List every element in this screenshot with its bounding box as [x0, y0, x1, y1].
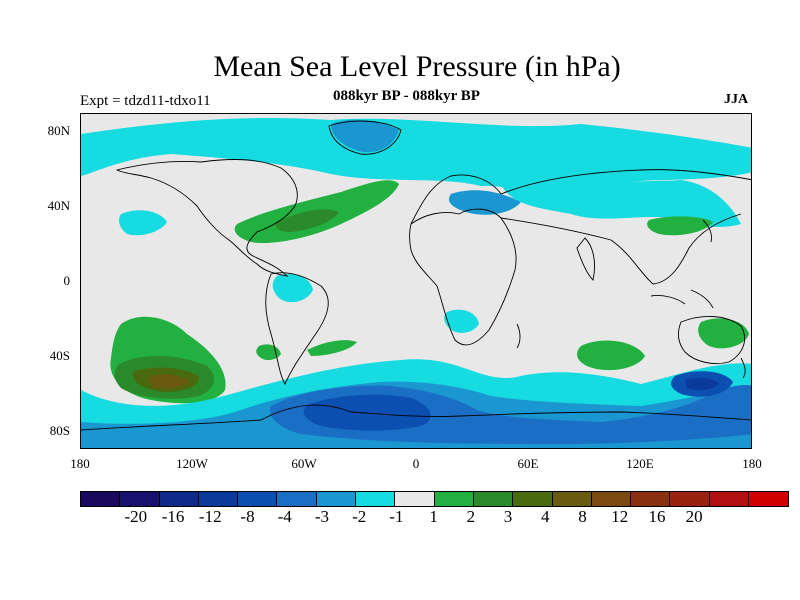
colorbar-swatch — [631, 492, 671, 506]
colorbar-label: 2 — [466, 507, 476, 526]
field-region-south-america-neg1 — [272, 273, 313, 303]
colorbar-swatch — [591, 492, 632, 506]
colorbar-swatch — [238, 492, 278, 506]
colorbar-label: -4 — [277, 507, 292, 526]
colorbar — [80, 491, 790, 507]
field-region-north-atlantic-neg2 — [448, 190, 521, 215]
x-tick-label: 60W — [291, 456, 317, 471]
field-region-greenland-neg2 — [331, 119, 399, 153]
season-label: JJA — [724, 92, 749, 107]
colorbar-swatch — [120, 492, 160, 506]
colorbar-label: 3 — [503, 507, 513, 526]
field-region-south-pacific-pos8 — [149, 374, 189, 389]
x-tick-label: 180 — [70, 456, 90, 471]
colorbar-swatch — [198, 492, 239, 506]
x-tick-label: 0 — [412, 456, 420, 471]
colorbar-swatch — [513, 492, 553, 506]
colorbar-label: 20 — [685, 507, 703, 526]
colorbar-label: -12 — [198, 507, 222, 526]
field-region-north-atlantic-pos3 — [275, 209, 339, 232]
colorbar-swatch — [473, 492, 514, 506]
colorbar-label: 8 — [578, 507, 587, 526]
colorbar-label: 4 — [541, 507, 550, 526]
colorbar-swatch — [749, 492, 789, 506]
field-region-southern-ocean-neg4 — [303, 394, 431, 431]
field-region-indian-ocean-pos2 — [577, 340, 645, 371]
x-tick-label: 120W — [176, 456, 208, 471]
colorbar-label: -3 — [314, 507, 330, 526]
colorbar-label: -8 — [240, 507, 255, 526]
colorbar-label: -1 — [389, 507, 404, 526]
colorbar-swatch — [356, 492, 396, 506]
subtitle: 088kyr BP - 088kyr BP — [333, 88, 480, 104]
y-tick-label: 80N — [47, 123, 70, 138]
coastlines — [81, 120, 751, 431]
y-tick-label: 0 — [63, 273, 71, 288]
colorbar-swatch — [552, 492, 592, 506]
field-region-africa-neg1 — [444, 309, 479, 333]
colorbar-label: -16 — [161, 507, 185, 526]
colorbar-swatch — [159, 492, 199, 506]
pressure-field-map — [81, 114, 751, 448]
y-tick-label: 40N — [47, 198, 70, 213]
x-tick-label: 180 — [742, 456, 762, 471]
field-region-south-atlantic-pos2 — [307, 340, 357, 356]
colorbar-label: 12 — [611, 507, 629, 526]
colorbar-label: 1 — [429, 507, 438, 526]
colorbar-swatch — [316, 492, 357, 506]
colorbar-swatch — [395, 492, 435, 506]
y-tick-label: 80S — [49, 423, 70, 438]
experiment-label: Expt = tdzd11-tdxo11 — [80, 93, 211, 109]
colorbar-swatch — [277, 492, 317, 506]
field-region-asia-band-neg1 — [501, 180, 741, 227]
colorbar-label: -2 — [352, 507, 367, 526]
colorbar-swatch — [709, 492, 750, 506]
y-tick-label: 40S — [49, 348, 70, 363]
colorbar-label: -20 — [124, 507, 148, 526]
field-region-southern-ocean-core — [685, 377, 719, 391]
colorbar-label: 16 — [648, 507, 666, 526]
colorbar-swatch — [434, 492, 474, 506]
x-tick-label: 60E — [517, 456, 539, 471]
field-region-japan-pos2 — [647, 216, 713, 236]
colorbar-swatch — [670, 492, 710, 506]
colorbar-swatch — [81, 492, 121, 506]
chart-title: Mean Sea Level Pressure (in hPa) — [213, 50, 621, 83]
map-panel — [80, 113, 752, 449]
x-tick-label: 120E — [626, 456, 654, 471]
field-region-australia-pos2 — [698, 318, 749, 349]
field-region-pacific-neg1 — [119, 210, 167, 236]
